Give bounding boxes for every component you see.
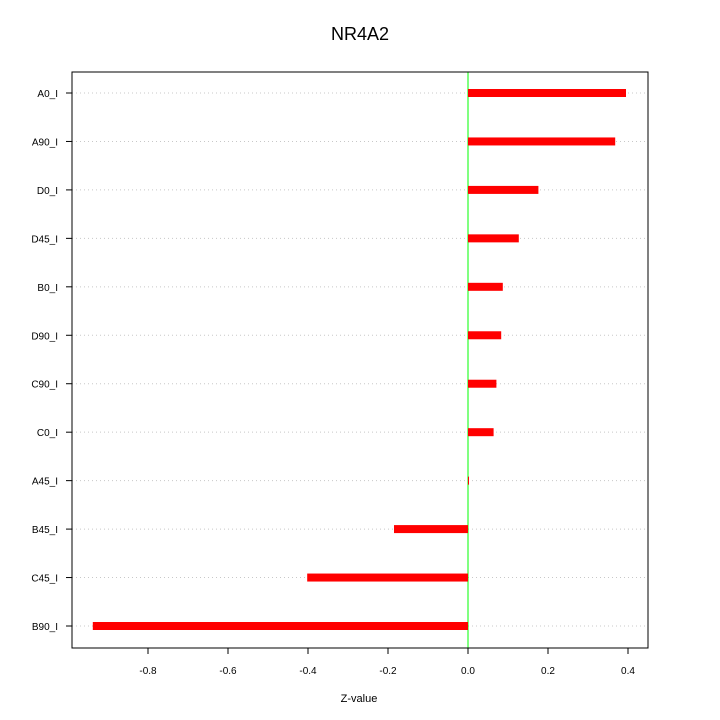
x-axis-label: Z-value [341,693,378,705]
x-tick-label: 0.0 [461,666,475,677]
plot-frame [71,71,649,649]
bar [468,89,626,97]
y-tick-label: B0_I [37,283,58,294]
bar [468,185,539,194]
x-tick-label: -0.8 [139,666,157,677]
bar [468,282,503,291]
bar [468,331,502,340]
y-tick-label: C0_I [37,428,58,439]
bar [468,379,497,388]
y-tick-label: C45_I [31,574,58,585]
y-tick-label: D0_I [37,186,58,197]
y-tick-label: C90_I [31,380,58,391]
bar-layer [92,89,626,630]
bar [468,234,519,243]
bar [307,573,468,582]
x-tick-label: 0.4 [621,666,635,677]
chart-title: NR4A2 [331,24,389,44]
bar [394,525,468,534]
y-tick-label: D90_I [31,331,58,342]
grid-layer [72,92,648,627]
y-tick-label: D45_I [31,234,58,245]
x-tick-label: -0.2 [379,666,397,677]
y-tick-label: B45_I [32,525,58,536]
x-tick-label: 0.2 [541,666,555,677]
x-axis: -0.8 -0.6 -0.4 -0.2 0.0 0.2 0.4 [139,648,635,677]
bar [468,476,469,485]
x-tick-label: -0.6 [219,666,237,677]
bar [92,622,469,630]
y-tick-label: A0_I [37,89,58,100]
x-tick-label: -0.4 [299,666,317,677]
y-tick-label: B90_I [32,622,58,633]
y-tick-label: A90_I [32,137,58,148]
y-axis: A0_I A90_I D0_I D45_I B0_I D90_I C90_I C0_I A45_… [31,89,72,633]
bar [468,137,616,146]
y-tick-label: A45_I [32,477,58,488]
bar [468,428,494,437]
